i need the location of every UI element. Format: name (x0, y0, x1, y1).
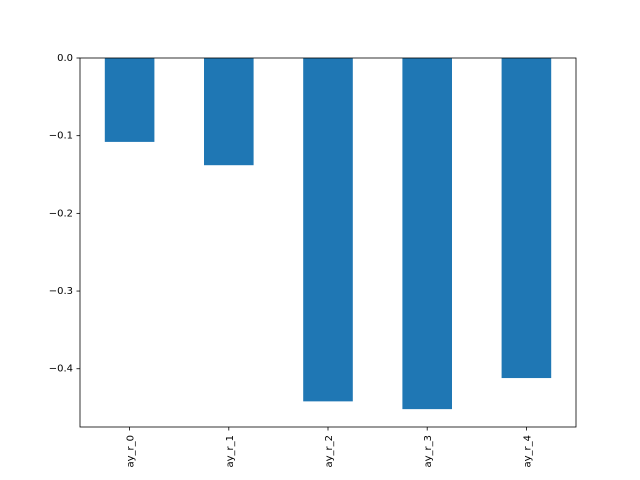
x-tick-label-ay_r_0: ay_r_0 (126, 435, 137, 468)
x-tick-label-ay_r_2: ay_r_2 (324, 435, 335, 468)
bar-ay_r_1 (204, 58, 254, 166)
y-tick-label: −0.1 (49, 131, 73, 142)
bar-ay_r_0 (104, 58, 155, 142)
y-tick-label: −0.3 (49, 286, 73, 297)
x-tick-label-ay_r_1: ay_r_1 (225, 435, 236, 468)
x-tick-label-ay_r_3: ay_r_3 (423, 435, 434, 468)
y-tick-label: −0.2 (49, 208, 73, 219)
bar-ay_r_3 (402, 58, 452, 410)
plot-frame (79, 57, 577, 428)
bars-group (104, 58, 552, 410)
y-axis: 0.0 −0.1 −0.2 −0.3 −0.4 (49, 53, 80, 375)
y-tick-label: −0.4 (49, 364, 73, 375)
bar-ay_r_4 (501, 58, 552, 379)
bar-ay_r_2 (303, 58, 353, 402)
x-axis: ay_r_0 ay_r_1 ay_r_2 ay_r_3 ay_r_4 (126, 427, 533, 468)
x-tick-label-ay_r_4: ay_r_4 (522, 435, 533, 468)
y-tick-label: 0.0 (57, 53, 73, 64)
